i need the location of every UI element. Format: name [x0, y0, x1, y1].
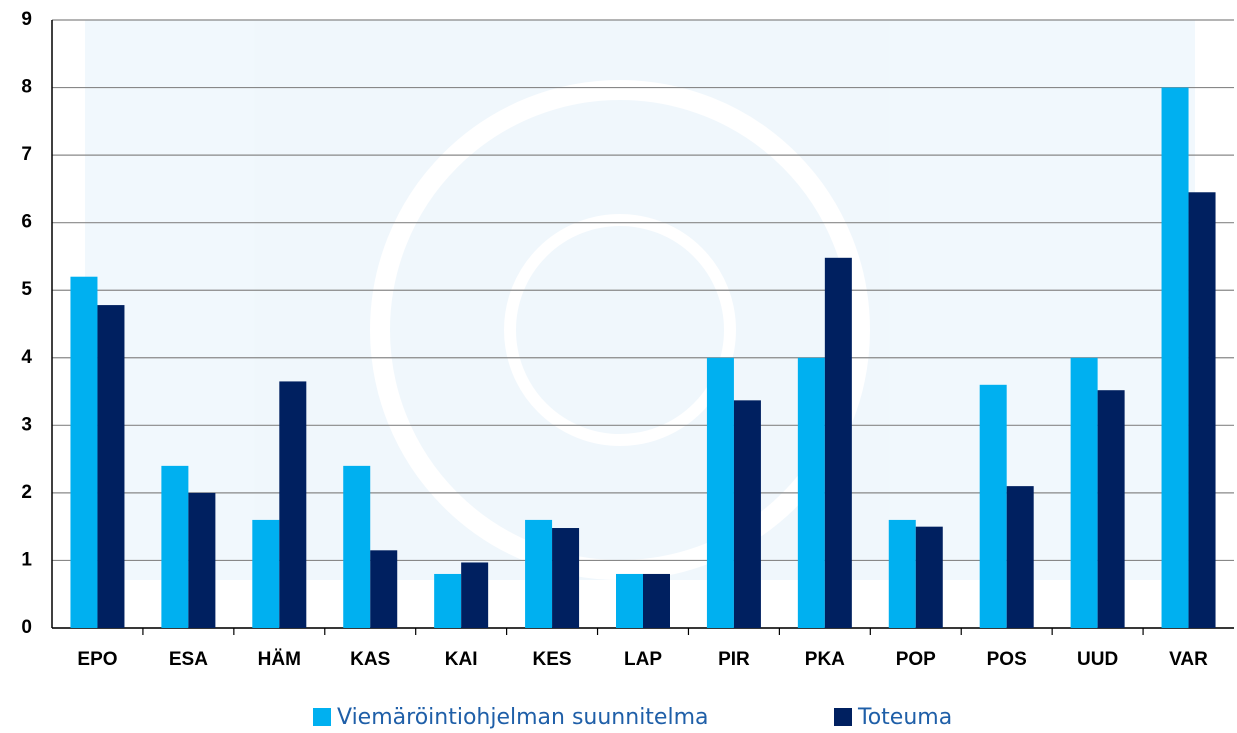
- y-tick-label: 0: [21, 617, 32, 638]
- bar: [279, 381, 307, 628]
- bar: [552, 528, 580, 628]
- legend-label: Toteuma: [857, 705, 952, 730]
- y-tick-label: 4: [21, 347, 32, 368]
- x-tick-label: KES: [533, 649, 572, 670]
- bar: [70, 276, 98, 628]
- bar: [1188, 192, 1216, 628]
- y-tick-label: 9: [21, 9, 32, 30]
- bar: [706, 357, 734, 628]
- y-tick-label: 5: [21, 279, 32, 300]
- watermark-ring: [370, 80, 870, 580]
- x-tick-label: EPO: [77, 649, 117, 670]
- bar: [733, 400, 761, 628]
- legend-swatch: [313, 708, 331, 726]
- bar: [643, 573, 670, 628]
- x-tick-label: KAI: [445, 649, 478, 670]
- x-tick-label: POS: [987, 649, 1027, 670]
- bar: [1070, 357, 1098, 628]
- x-tick-label: ESA: [169, 649, 208, 670]
- x-tick-label: POP: [896, 649, 936, 670]
- x-tick-label: HÄM: [258, 649, 301, 670]
- bar: [1006, 486, 1034, 628]
- bar: [616, 573, 643, 628]
- bar: [1097, 390, 1125, 628]
- y-tick-label: 2: [21, 482, 32, 503]
- bar: [343, 465, 371, 628]
- bar: [824, 257, 852, 628]
- y-tick-label: 7: [21, 144, 32, 165]
- bar: [161, 465, 189, 628]
- bar: [461, 562, 489, 628]
- bar: [979, 384, 1007, 628]
- x-tick-label: VAR: [1169, 649, 1208, 670]
- bar: [370, 550, 398, 628]
- x-tick-label: PKA: [805, 649, 845, 670]
- x-tick-label: PIR: [718, 649, 750, 670]
- x-tick-label: UUD: [1077, 649, 1118, 670]
- bar: [252, 519, 280, 628]
- watermark-ring: [504, 214, 736, 446]
- bar: [915, 526, 943, 628]
- x-tick-label: LAP: [624, 649, 662, 670]
- legend-label: Viemäröintiohjelman suunnitelma: [337, 705, 709, 730]
- bar: [188, 492, 216, 628]
- y-tick-label: 6: [21, 212, 32, 233]
- legend-swatch: [834, 708, 852, 726]
- watermark: [85, 20, 1195, 580]
- bar: [434, 573, 462, 628]
- bar: [97, 305, 125, 628]
- x-tick-label: KAS: [350, 649, 390, 670]
- bar: [1161, 87, 1189, 629]
- y-tick-label: 8: [21, 77, 32, 98]
- bar: [797, 357, 825, 628]
- y-tick-label: 3: [21, 414, 32, 435]
- bar: [525, 519, 553, 628]
- bar: [888, 519, 916, 628]
- y-tick-label: 1: [21, 549, 32, 570]
